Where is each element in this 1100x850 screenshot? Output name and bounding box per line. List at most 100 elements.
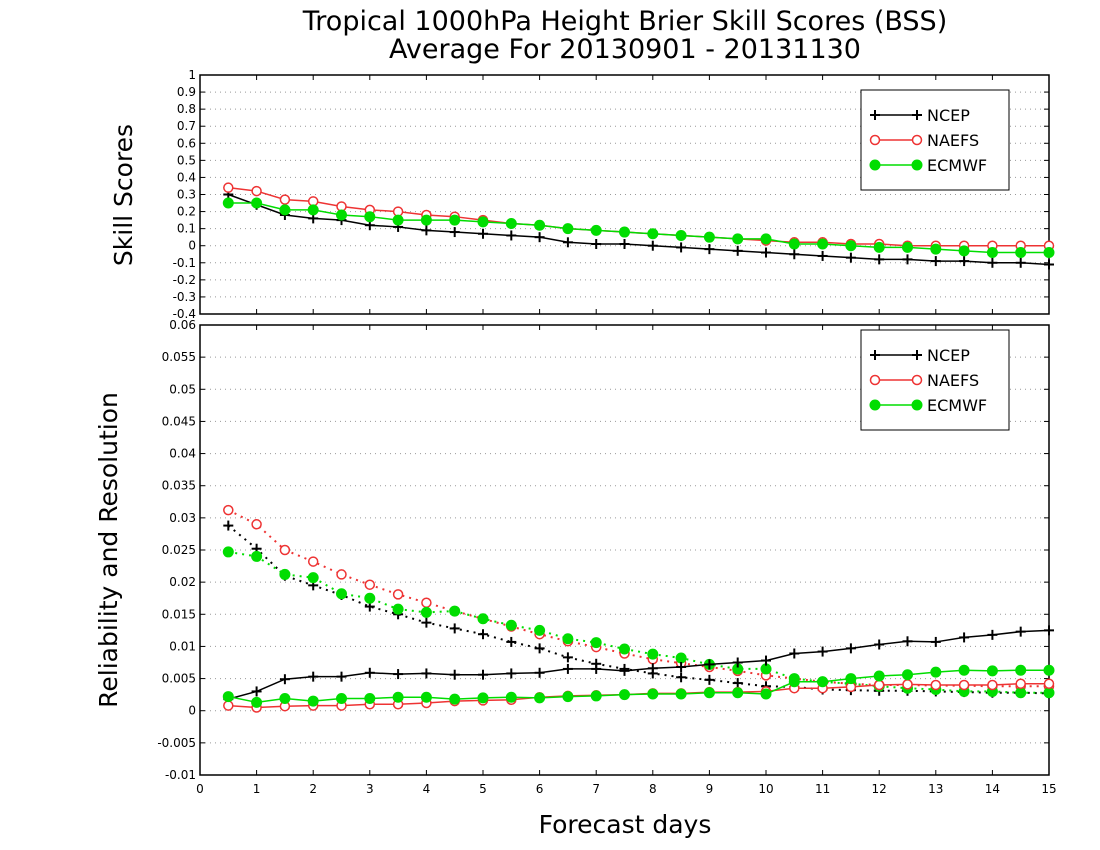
data-point-ecmwf-resolution [817, 676, 829, 688]
legend-marker [912, 110, 922, 120]
data-point-ecmwf-resolution [675, 688, 687, 700]
data-point-ncep-resolution [449, 669, 460, 680]
data-point-ncep-resolution [789, 648, 800, 659]
data-point-ncep-resolution [421, 668, 432, 679]
y-tick-label: 0.5 [177, 153, 196, 167]
data-point-ecmwf-reliability [1015, 687, 1027, 699]
series-ncep-resolution [223, 625, 1054, 705]
x-tick-label: 13 [928, 782, 943, 796]
data-point-ecmwf-resolution [930, 666, 942, 678]
data-point-ecmwf [534, 219, 546, 231]
data-point-ecmwf [307, 204, 319, 216]
legend-marker [869, 374, 881, 386]
y-tick-label: 0.005 [162, 672, 196, 686]
plot-frame [199, 324, 1050, 776]
legend: NCEP NAEFS ECMWF [860, 89, 1010, 191]
data-point-naefs [251, 185, 262, 197]
series-line-naefs-resolution [228, 682, 1049, 709]
data-point-ncep-resolution [619, 665, 630, 676]
series-naefs [223, 182, 1055, 251]
data-point-ecmwf-resolution [449, 693, 461, 705]
x-tick-label: 8 [649, 782, 657, 796]
data-point-ncep [789, 249, 800, 260]
legend-entry-ncep: NCEP [870, 346, 970, 365]
data-point-ecmwf [845, 240, 857, 252]
y-tick-label: 0.7 [177, 119, 196, 133]
legend-marker [870, 350, 880, 360]
y-tick-label: -0.01 [165, 768, 196, 782]
data-point-ecmwf [222, 197, 234, 209]
data-point-ecmwf [703, 231, 715, 243]
y-tick-label: 0.9 [177, 85, 196, 99]
x-axis-title: Forecast days [539, 810, 712, 839]
data-point-naefs-resolution [958, 679, 970, 691]
legend-marker [869, 399, 881, 411]
data-point-ncep [930, 256, 941, 267]
legend-entry-ecmwf: ECMWF [869, 396, 987, 415]
data-point-ecmwf [788, 238, 800, 250]
y-tick-label: 0.025 [162, 543, 196, 557]
data-point-ecmwf-resolution [420, 691, 432, 703]
legend-marker [869, 159, 881, 171]
data-point-ncep-resolution [1015, 626, 1026, 637]
data-point-ecmwf-reliability [590, 637, 602, 649]
data-point-ecmwf-reliability [307, 572, 319, 584]
y-tick-label: -0.3 [173, 290, 196, 304]
data-point-ecmwf-reliability [392, 603, 404, 615]
y-tick-label: 0 [188, 704, 196, 718]
y-tick-label: 0.04 [169, 447, 196, 461]
data-point-naefs-resolution [873, 679, 885, 691]
data-point-ncep-resolution [251, 686, 262, 697]
data-point-ncep [619, 239, 630, 250]
data-point-ncep-resolution [732, 657, 743, 668]
y-tick-label: 0.02 [169, 575, 196, 589]
data-point-ncep [902, 254, 913, 265]
data-point-ecmwf [279, 204, 291, 216]
data-point-ncep-resolution [336, 671, 347, 682]
data-point-ncep-resolution [647, 663, 658, 674]
legend-entry-ncep: NCEP [870, 106, 970, 125]
data-point-ncep-resolution [393, 669, 404, 680]
y-tick-label: -0.4 [173, 307, 196, 321]
x-tick-label: 4 [423, 782, 431, 796]
data-point-ncep-reliability [421, 617, 432, 628]
x-tick-label: 10 [758, 782, 773, 796]
legend-marker [869, 134, 881, 146]
data-point-ecmwf-resolution [562, 691, 574, 703]
data-point-ncep-reliability [676, 672, 687, 683]
data-point-ncep-resolution [279, 674, 290, 685]
data-point-ecmwf-resolution [534, 692, 546, 704]
data-point-ecmwf [873, 241, 885, 253]
data-point-ncep-resolution [761, 655, 771, 666]
data-point-naefs-resolution [930, 679, 942, 691]
data-point-ecmwf-reliability [251, 550, 263, 562]
y-tick-label: 0.045 [162, 414, 196, 428]
series-ecmwf [222, 197, 1055, 259]
series-line-naefs [228, 186, 1049, 247]
data-point-ncep-resolution [591, 663, 602, 674]
chart-subtitle: Average For 20130901 - 20131130 [389, 34, 861, 65]
data-point-ncep-resolution [364, 667, 375, 678]
data-point-ecmwf-resolution [307, 695, 319, 707]
data-point-ncep-resolution [506, 668, 517, 679]
data-point-ncep [676, 242, 687, 253]
data-point-ncep [761, 247, 771, 258]
chart-title: Tropical 1000hPa Height Brier Skill Scor… [302, 6, 947, 37]
y-tick-label: -0.2 [173, 273, 196, 287]
data-point-ecmwf [590, 224, 602, 236]
data-point-ecmwf-reliability [336, 588, 347, 600]
y-axis-title: Skill Scores [109, 124, 138, 266]
y-tick-label: 0.6 [177, 136, 196, 150]
series-ecmwf-resolution [222, 664, 1055, 708]
data-point-ecmwf-reliability [1043, 687, 1055, 699]
legend-marker [870, 110, 880, 120]
data-point-ecmwf [505, 218, 517, 230]
series-naefs-reliability [223, 504, 1055, 692]
data-point-naefs-reliability [421, 597, 432, 608]
data-point-naefs-reliability [223, 504, 234, 516]
data-point-ncep [506, 230, 517, 241]
data-point-ncep [987, 257, 998, 268]
y-tick-label: 0.06 [169, 318, 196, 332]
data-point-ncep [534, 232, 545, 243]
x-tick-label: 14 [985, 782, 1000, 796]
